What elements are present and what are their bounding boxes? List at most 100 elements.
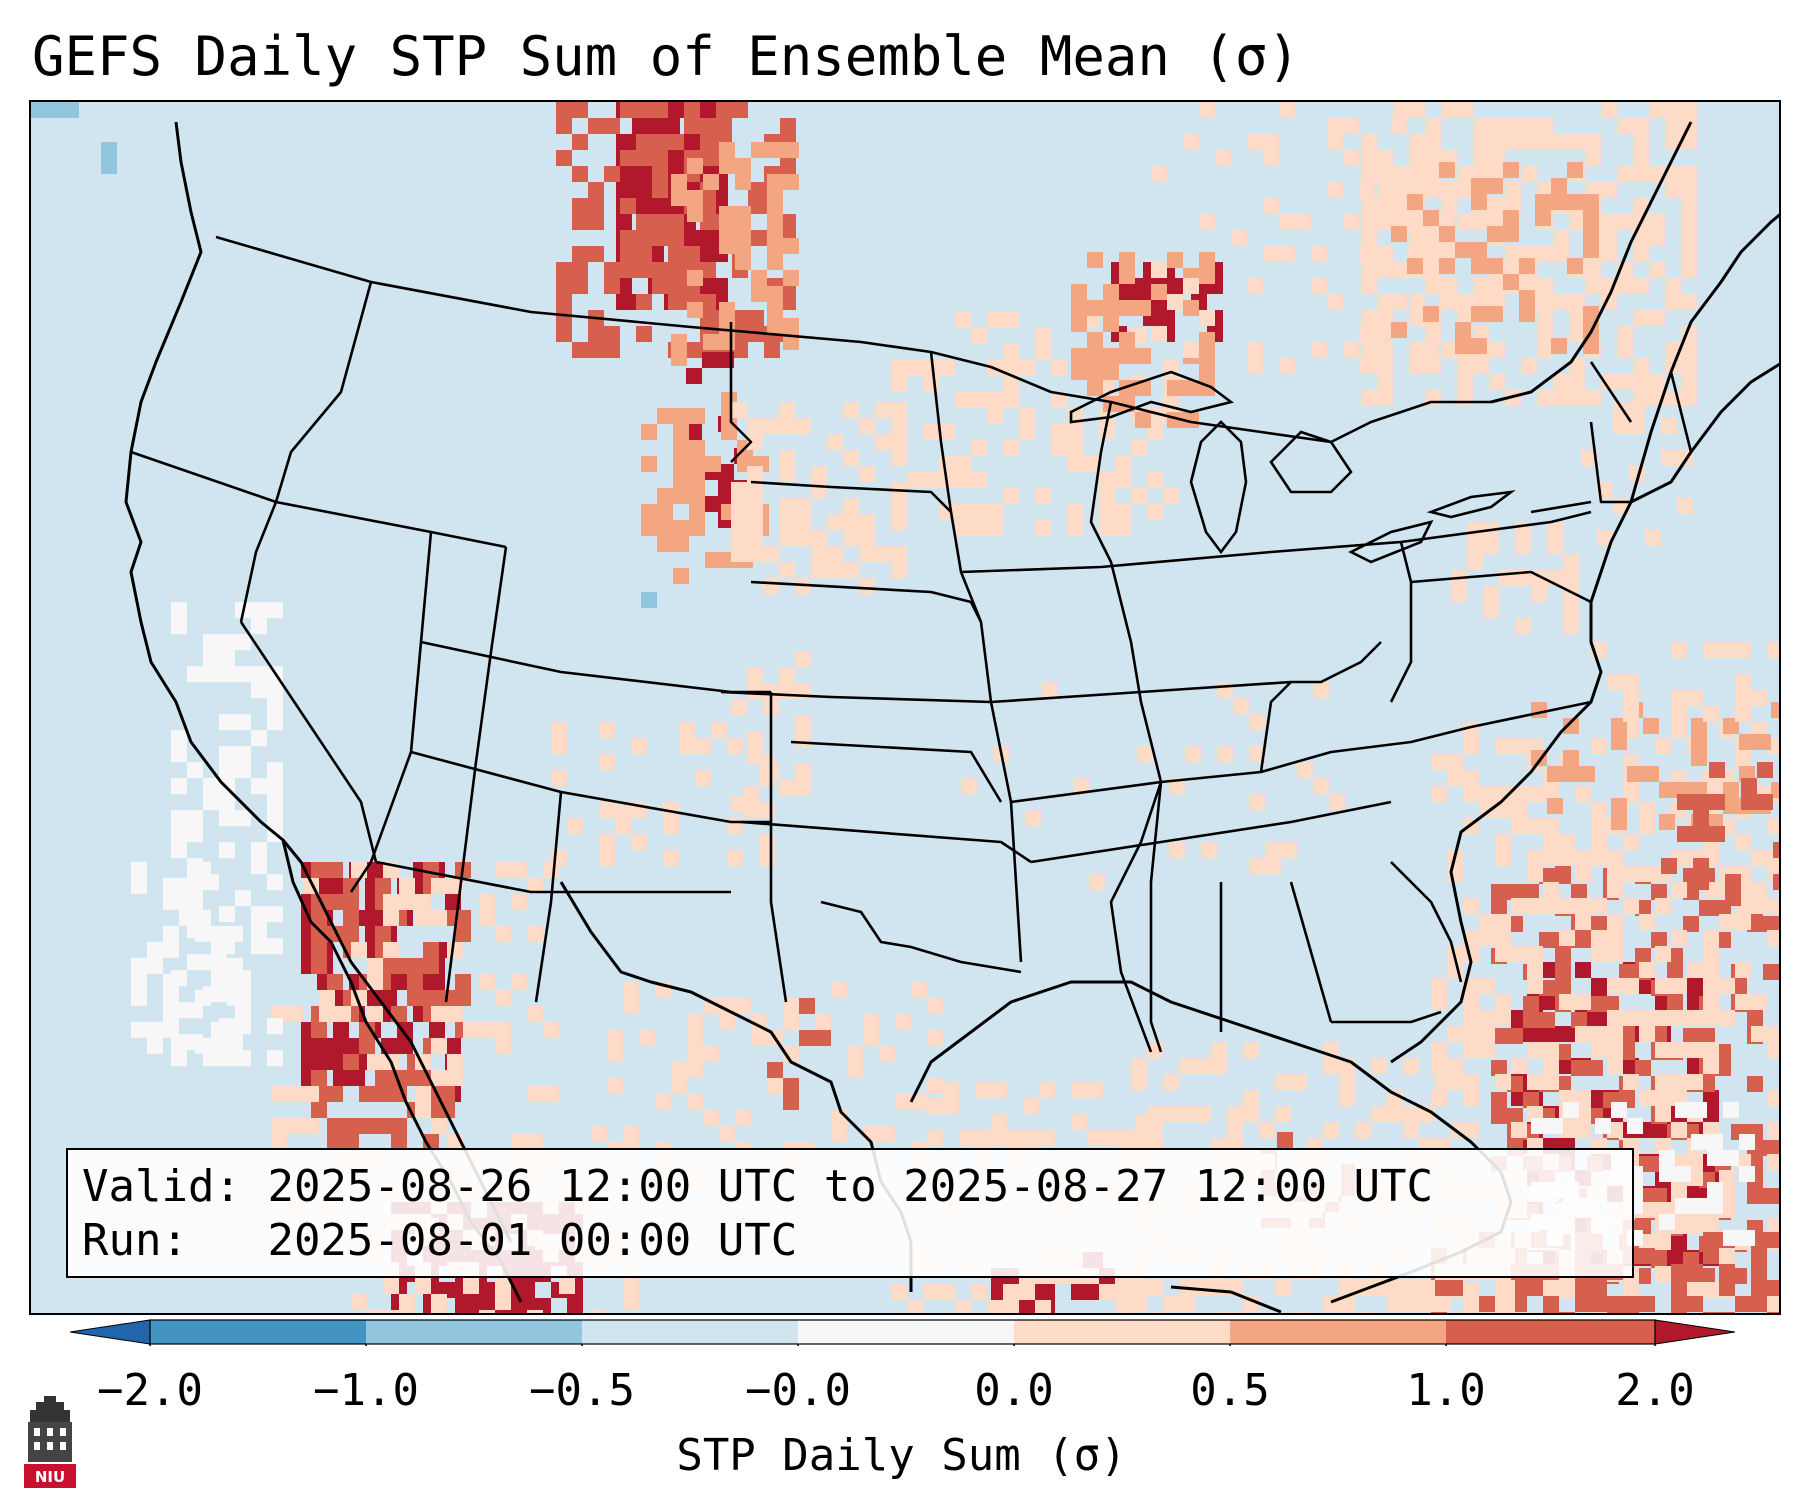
anomaly-cell [1543,1042,1559,1058]
anomaly-cell [1393,182,1409,198]
anomaly-cell [652,182,668,198]
anomaly-cell [1431,994,1447,1010]
anomaly-cell [1687,962,1703,978]
anomaly-cell [303,1086,319,1102]
anomaly-cell [163,974,179,990]
anomaly-cell [1249,714,1265,730]
anomaly-cell [716,118,732,134]
anomaly-cell [1773,842,1779,858]
anomaly-cell [1671,1280,1687,1296]
anomaly-cell [1583,306,1599,322]
run-label: Run: [82,1215,188,1266]
anomaly-cell [1601,102,1617,118]
anomaly-cell [1703,1248,1719,1264]
anomaly-cell [572,102,588,118]
anomaly-cell [1617,166,1633,182]
anomaly-cell [572,246,588,262]
anomaly-cell [607,1030,623,1046]
anomaly-cell [267,794,283,810]
anomaly-cell [779,668,795,684]
anomaly-cell [955,1300,971,1313]
anomaly-cell [604,262,620,278]
anomaly-cell [843,498,859,514]
logo-text: NIU [35,1468,65,1486]
anomaly-cell [1495,930,1511,946]
anomaly-cell [1119,252,1135,268]
anomaly-cell [1019,1284,1035,1300]
anomaly-cell [700,262,716,278]
anomaly-cell [859,466,875,482]
anomaly-cell [1499,1296,1515,1312]
anomaly-cell [1119,268,1135,284]
anomaly-cell [343,926,359,942]
anomaly-cell [1425,246,1441,262]
anomaly-cell [1361,166,1377,182]
anomaly-cell [863,1014,879,1030]
anomaly-cell [1185,746,1201,762]
anomaly-cell [1489,118,1505,134]
anomaly-cell [779,450,795,466]
anomaly-cell [1607,1026,1623,1042]
anomaly-cell [333,1038,349,1054]
anomaly-cell [1519,306,1535,322]
map-panel[interactable] [29,100,1781,1315]
anomaly-cell [1531,702,1547,718]
anomaly-cell [1671,706,1687,722]
anomaly-cell [1591,1010,1607,1026]
anomaly-cell [1311,246,1327,262]
anomaly-cell [1431,978,1447,994]
anomaly-cell [391,1314,407,1315]
anomaly-cell [1199,102,1215,118]
anomaly-cell [131,862,147,878]
anomaly-cell [1661,858,1677,874]
anomaly-cell [1115,472,1131,488]
anomaly-cell [1639,914,1655,930]
anomaly-cell [1611,1102,1627,1118]
anomaly-cell [1199,310,1215,326]
anomaly-cell [1583,210,1599,226]
anomaly-cell [1623,1312,1639,1313]
anomaly-cell [423,942,439,958]
anomaly-cell [1735,674,1751,690]
anomaly-cell [1183,134,1199,150]
anomaly-cell [251,730,267,746]
anomaly-cell [572,214,588,230]
anomaly-cell [1655,1266,1671,1282]
anomaly-cell [1067,520,1083,536]
anomaly-cell [652,262,668,278]
anomaly-cell [1259,1122,1275,1138]
anomaly-cell [415,910,431,926]
anomaly-cell [705,552,721,568]
validity-info-box: Valid: 2025-08-26 12:00 UTC to 2025-08-2… [66,1148,1634,1278]
anomaly-cell [1591,850,1607,866]
anomaly-cell [695,738,711,754]
anomaly-cell [556,262,572,278]
anomaly-cell [1473,150,1489,166]
anomaly-cell [1687,1042,1703,1058]
anomaly-cell [439,1314,455,1315]
anomaly-cell [1281,842,1297,858]
anomaly-cell [1199,268,1215,284]
anomaly-cell [641,456,657,472]
anomaly-cell [783,998,799,1014]
anomaly-cell [287,1118,303,1134]
anomaly-cell [955,504,971,520]
anomaly-cell [1195,1058,1211,1074]
anomaly-cell [1527,1026,1543,1042]
anomaly-cell [1035,344,1051,360]
anomaly-cell [911,982,927,998]
anomaly-cell [1467,1042,1483,1058]
anomaly-cell [731,498,747,514]
anomaly-cell [620,198,636,214]
anomaly-cell [1629,402,1645,418]
anomaly-cell [719,998,735,1014]
anomaly-cell [1343,150,1359,166]
anomaly-cell [519,1282,535,1298]
anomaly-cell [235,634,251,650]
anomaly-cell [1457,102,1473,118]
anomaly-cell [367,974,383,990]
anomaly-cell [1361,134,1377,150]
anomaly-cell [235,746,251,762]
anomaly-cell [641,592,657,608]
anomaly-cell [1563,554,1579,570]
